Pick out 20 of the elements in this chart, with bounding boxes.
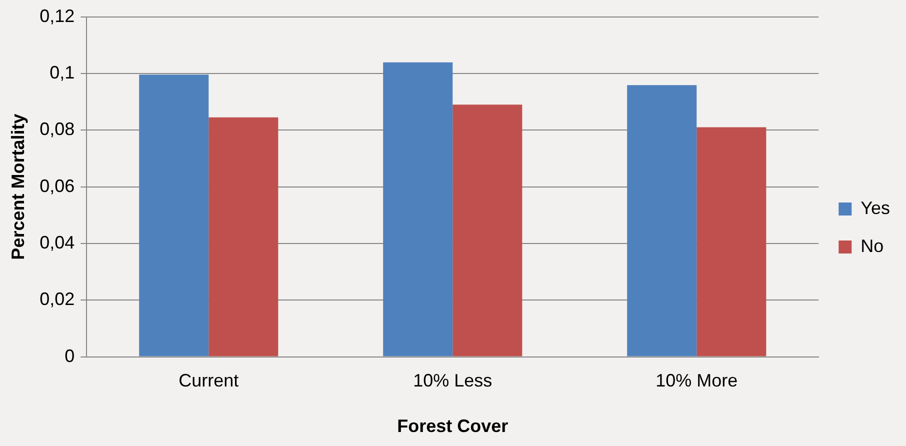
y-axis-title: Percent Mortality — [8, 114, 28, 260]
bar — [452, 104, 522, 356]
bar — [383, 62, 453, 356]
y-tick-label: 0,1 — [50, 62, 75, 82]
legend-label: Yes — [860, 198, 890, 218]
x-tick-label: 10% More — [656, 370, 738, 391]
bar — [627, 85, 697, 356]
y-tick-label: 0,08 — [40, 119, 75, 140]
x-axis-title: Forest Cover — [397, 416, 508, 436]
y-tick-label: 0,06 — [40, 176, 75, 196]
y-tick-label: 0,12 — [40, 6, 75, 26]
bar — [696, 127, 766, 356]
y-tick-label: 0 — [64, 346, 75, 366]
x-tick-label: Current — [178, 370, 239, 391]
legend-label: No — [860, 236, 884, 256]
bar — [139, 74, 209, 356]
y-tick-label: 0,02 — [40, 289, 75, 310]
bar — [208, 117, 278, 356]
x-tick-label: 10% Less — [413, 370, 492, 391]
y-tick-label: 0,04 — [40, 232, 75, 252]
